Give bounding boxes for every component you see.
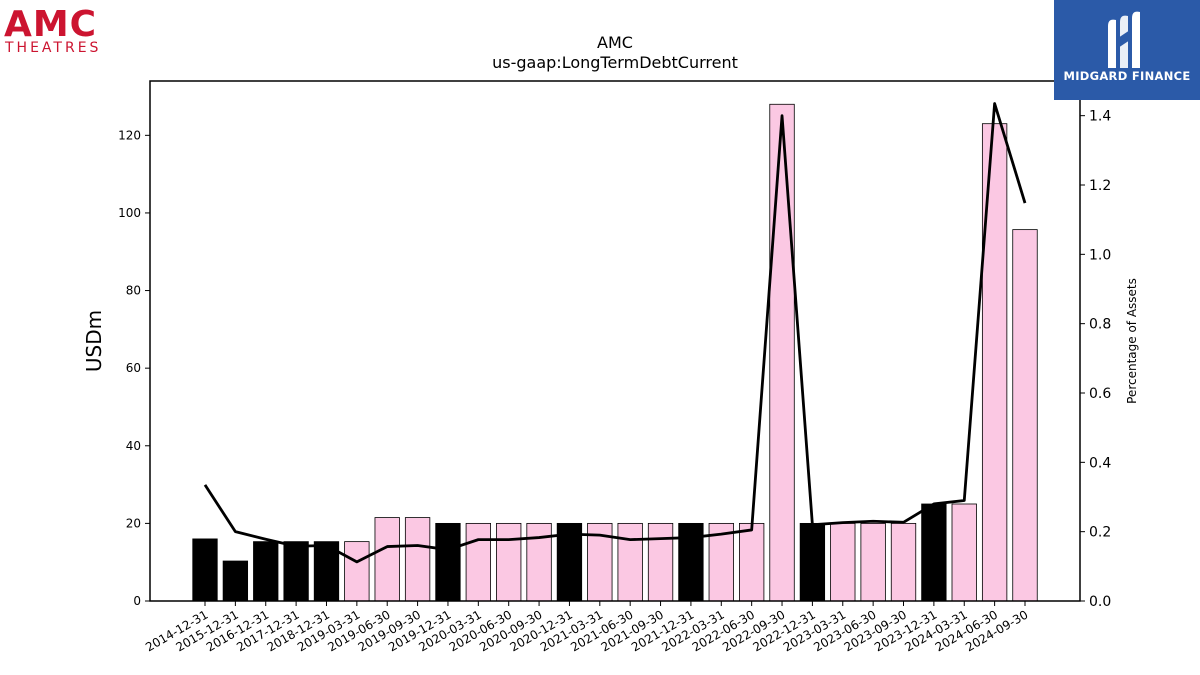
line-group: [203, 102, 1027, 564]
y2-tick-label: 0.6: [1089, 386, 1111, 402]
bar-2019-12-31: [435, 522, 461, 602]
plot-frame: [149, 80, 1081, 602]
chart-title: AMC: [597, 33, 633, 52]
bar-2019-03-31: [344, 541, 370, 602]
y-tick-label: 40: [126, 439, 141, 453]
bar-2018-12-31: [313, 541, 340, 602]
y-axis-ticks: 0 20 40 60 80 100 120: [118, 128, 150, 608]
bar-2022-12-31: [799, 522, 826, 602]
bar-2023-03-31: [830, 522, 856, 602]
y-tick-label: 0: [133, 594, 141, 608]
percentage-line: [203, 102, 1027, 564]
y2-tick-label: 1.0: [1089, 247, 1111, 263]
y-tick-label: 100: [118, 206, 141, 220]
bar-2019-06-30: [374, 517, 400, 602]
x-axis-ticks: 2014-12-312015-12-312016-12-312017-12-31…: [143, 601, 1030, 654]
bar-2021-06-30: [617, 522, 643, 602]
bar-2023-06-30: [860, 522, 886, 602]
y-tick-label: 20: [126, 516, 141, 530]
bar-2019-09-30: [404, 517, 431, 602]
bar-2020-06-30: [496, 522, 522, 602]
y2-tick-label: 0.2: [1089, 525, 1111, 541]
y2-tick-label: 0.0: [1089, 594, 1111, 610]
y-tick-label: 60: [126, 361, 141, 375]
amc-theatres-logo: AMC THEATRES: [4, 4, 101, 56]
bar-2015-12-31: [222, 560, 249, 602]
chart-subtitle: us-gaap:LongTermDebtCurrent: [492, 53, 738, 72]
bars-group: [192, 103, 1038, 602]
bar-2022-09-30: [769, 103, 795, 602]
midgard-logo-text: MIDGARD FINANCE: [1063, 69, 1191, 83]
y-axis-label: USDm: [82, 310, 106, 372]
y2-axis-ticks: 0.0 0.2 0.4 0.6 0.8 1.0 1.2 1.4: [1080, 109, 1111, 610]
bar-2024-09-30: [1012, 229, 1038, 602]
bar-2016-12-31: [253, 541, 279, 602]
bar-2023-12-31: [921, 503, 947, 602]
y2-tick-label: 0.8: [1089, 317, 1111, 333]
bar-2024-06-30: [981, 123, 1008, 602]
y2-tick-label: 1.2: [1089, 178, 1111, 194]
y-tick-label: 120: [118, 128, 141, 142]
bar-2017-12-31: [283, 541, 309, 602]
midgard-finance-logo: MIDGARD FINANCE: [1054, 0, 1200, 100]
bar-2021-09-30: [647, 522, 674, 602]
bar-2022-06-30: [739, 522, 765, 602]
y2-axis-label: Percentage of Assets: [1125, 278, 1139, 404]
y2-tick-label: 1.4: [1089, 109, 1111, 125]
y-tick-label: 80: [126, 284, 141, 298]
amc-logo-main: AMC: [4, 4, 97, 45]
bar-2021-12-31: [678, 522, 704, 602]
bar-2014-12-31: [192, 538, 218, 602]
midgard-m-icon: [1108, 11, 1140, 69]
bar-2020-03-31: [465, 522, 491, 602]
bar-2020-09-30: [526, 522, 552, 602]
bar-2024-03-31: [951, 503, 977, 602]
amc-logo-sub: THEATRES: [4, 40, 101, 56]
bar-2023-09-30: [890, 522, 917, 602]
y2-tick-label: 0.4: [1089, 455, 1111, 471]
